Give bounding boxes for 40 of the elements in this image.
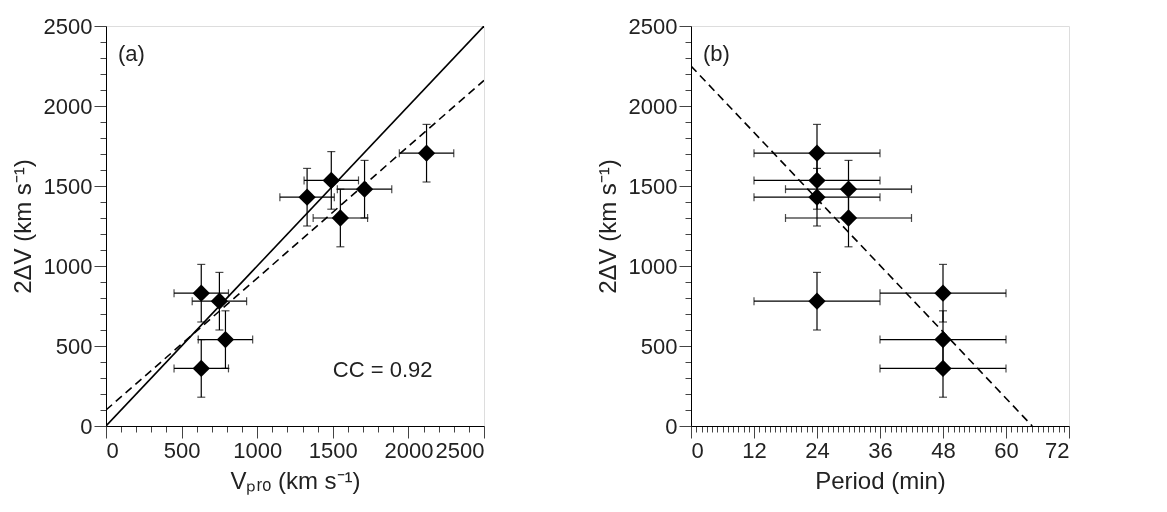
x-axis-title: Period (min) (815, 466, 946, 494)
x-tick-label: 12 (742, 437, 767, 463)
point (839, 209, 858, 227)
y-axis-title: 2ΔV (km s⁻¹) (8, 159, 36, 294)
x-tick-label: 500 (163, 437, 201, 463)
annotation: (b) (703, 41, 730, 66)
x-tick-label: 48 (931, 437, 956, 463)
x-tick-label: 24 (805, 437, 830, 463)
y-tick-label: 1500 (43, 173, 93, 199)
y-axis-title: 2ΔV (km s⁻¹) (593, 159, 621, 294)
x-tick-label: 60 (994, 437, 1019, 463)
point (808, 292, 826, 310)
point (934, 284, 952, 302)
y-tick-label: 0 (80, 413, 93, 439)
y-tick-label: 500 (55, 333, 93, 359)
y-tick-label: 2500 (628, 13, 678, 39)
y-tick-label: 2000 (628, 93, 678, 119)
x-tick-label: 2500 (435, 437, 485, 463)
y-tick-label: 1500 (628, 173, 678, 199)
y-tick-label: 1000 (43, 253, 93, 279)
y-tick-label: 2000 (43, 93, 93, 119)
annotation: (a) (118, 41, 145, 66)
x-tick-label: 1000 (233, 437, 283, 463)
x-tick-label: 1500 (308, 437, 358, 463)
x-tick-label: 36 (868, 437, 893, 463)
x-tick-label: 0 (106, 437, 119, 463)
y-tick-label: 2500 (43, 13, 93, 39)
y-tick-label: 500 (640, 333, 678, 359)
point (808, 144, 826, 162)
x-axis-title: Vₚᵣₒ (km s⁻¹) (230, 466, 361, 495)
point (839, 180, 858, 198)
point (808, 171, 826, 190)
annotation: CC = 0.92 (332, 357, 433, 382)
x-tick-label: 0 (691, 437, 704, 463)
y-tick-label: 0 (665, 413, 678, 439)
x-tick-label: 72 (1045, 437, 1070, 463)
y-tick-label: 1000 (628, 253, 678, 279)
x-tick-label: 2000 (384, 437, 434, 463)
point (934, 359, 952, 378)
point (934, 330, 952, 349)
